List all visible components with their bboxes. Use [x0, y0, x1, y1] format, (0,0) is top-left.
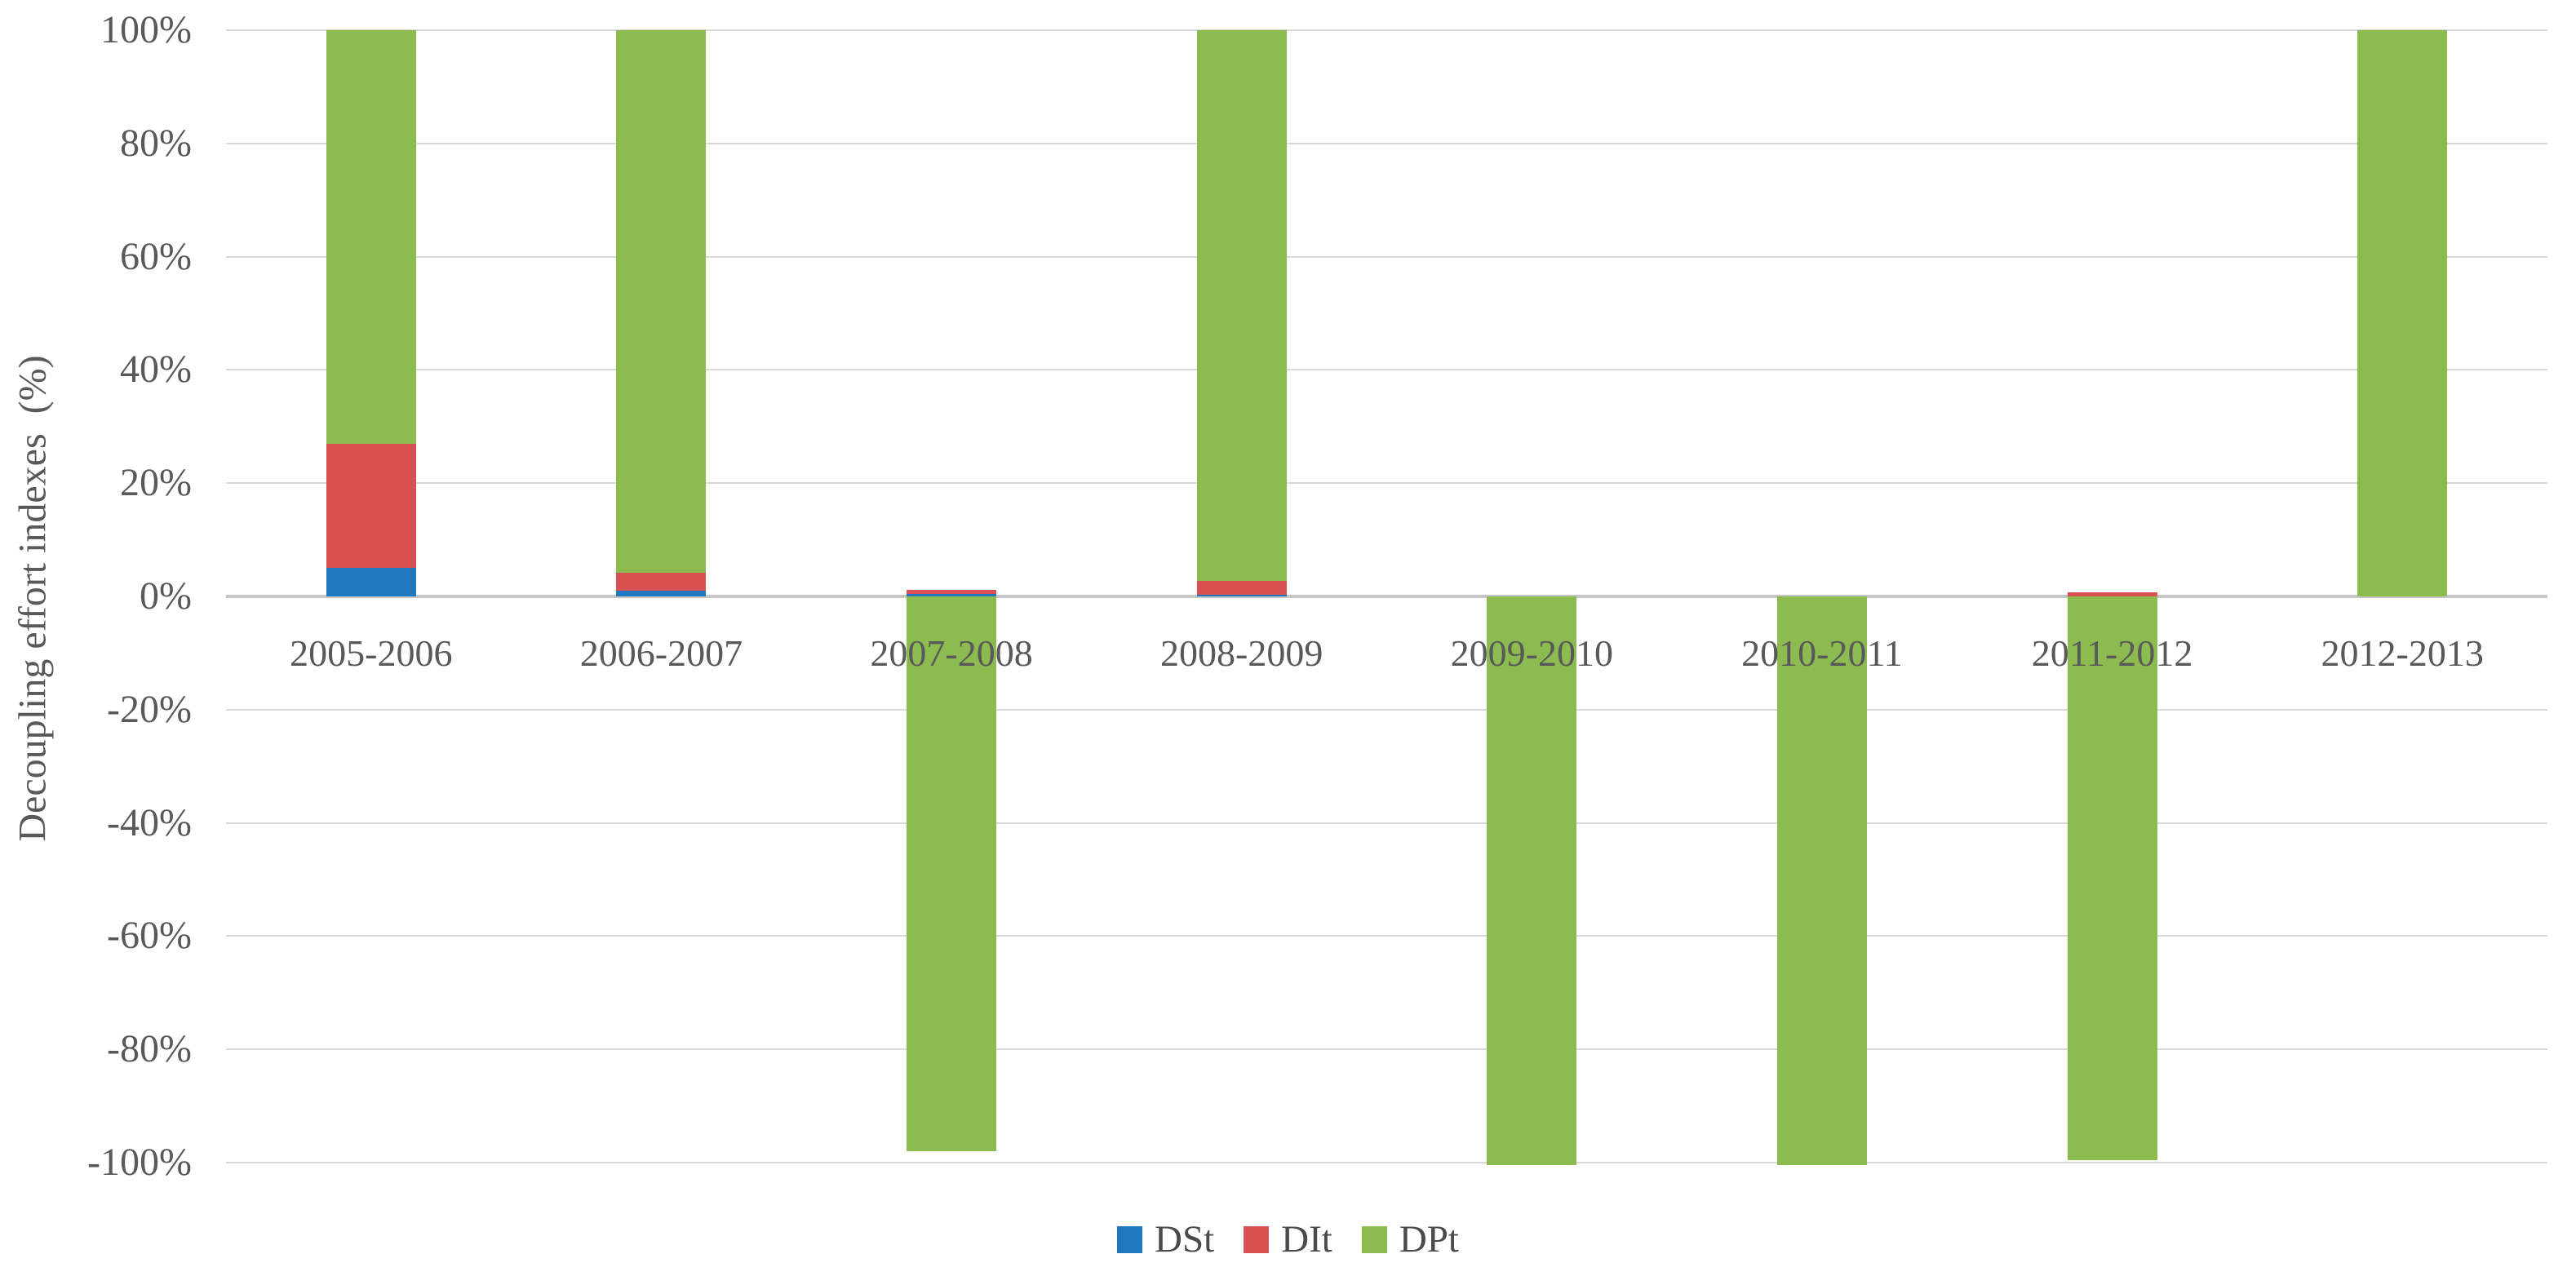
- category-label: 2009-2010: [1450, 632, 1613, 674]
- legend-swatch-DPt: [1361, 1225, 1387, 1253]
- bar-segment-DPt-2011-2012: [2067, 596, 2157, 1160]
- bar-segment-DSt-2008-2009: [1196, 594, 1287, 596]
- bar-segment-DIt-2006-2007: [616, 572, 707, 592]
- category-label: 2008-2009: [1160, 632, 1323, 674]
- category-label: 2010-2011: [1741, 632, 1903, 674]
- y-tick-label: 0%: [140, 574, 192, 618]
- category-label: 2007-2008: [870, 632, 1033, 674]
- bar-segment-DPt-2005-2006: [326, 30, 416, 444]
- bar-segment-DPt-2006-2007: [616, 30, 707, 573]
- bar-segment-DIt-2008-2009: [1196, 580, 1287, 595]
- gridline: [226, 142, 2547, 144]
- y-tick-label: -40%: [107, 800, 192, 844]
- legend-label-DSt: DSt: [1155, 1218, 1215, 1261]
- gridline: [226, 369, 2547, 371]
- category-label: 2006-2007: [579, 632, 743, 674]
- bar-segment-DPt-2012-2013: [2357, 30, 2448, 596]
- bar-segment-DPt-2009-2010: [1487, 596, 1577, 1166]
- gridline: [226, 482, 2547, 485]
- y-tick-label: -100%: [87, 1141, 192, 1184]
- y-tick-label: 100%: [100, 8, 192, 51]
- category-label: 2012-2013: [2321, 632, 2484, 674]
- bar-segment-DPt-2007-2008: [907, 596, 997, 1152]
- category-label: 2011-2012: [2031, 632, 2193, 674]
- gridline: [226, 255, 2547, 258]
- gridline: [226, 822, 2547, 824]
- y-tick-label: 40%: [120, 348, 192, 392]
- bar-segment-DPt-2010-2011: [1776, 596, 1867, 1166]
- legend-label-DIt: DIt: [1281, 1218, 1332, 1261]
- legend-item-DIt: DIt: [1244, 1219, 1332, 1260]
- x-axis-line: [226, 595, 2547, 598]
- legend-item-DPt: DPt: [1361, 1218, 1459, 1261]
- y-tick-label: 20%: [120, 461, 192, 505]
- gridline: [226, 708, 2547, 711]
- bar-segment-DIt-2011-2012: [2067, 592, 2157, 596]
- bar-segment-DSt-2006-2007: [616, 591, 707, 596]
- y-tick-label: -60%: [107, 914, 192, 958]
- y-tick-label: -80%: [107, 1027, 192, 1071]
- legend-label-DPt: DPt: [1399, 1218, 1459, 1261]
- legend-swatch-DSt: [1117, 1225, 1143, 1253]
- bar-segment-DPt-2008-2009: [1196, 30, 1287, 581]
- bar-segment-DIt-2005-2006: [326, 443, 416, 569]
- gridline: [226, 1048, 2547, 1051]
- bar-segment-DIt-2007-2008: [907, 589, 997, 595]
- legend-swatch-DIt: [1244, 1225, 1270, 1253]
- legend: DSt DIt DPt: [0, 1219, 2576, 1260]
- category-label: 2005-2006: [290, 632, 453, 674]
- y-tick-label: -20%: [107, 687, 192, 731]
- bar-segment-DSt-2005-2006: [326, 568, 416, 596]
- gridline: [226, 29, 2547, 31]
- bar-segment-DSt-2007-2008: [907, 594, 997, 596]
- y-tick-label: 80%: [120, 121, 192, 165]
- y-tick-label: 60%: [120, 234, 192, 278]
- legend-item-DSt: DSt: [1117, 1219, 1214, 1260]
- gridline: [226, 1162, 2547, 1163]
- gridline: [226, 935, 2547, 937]
